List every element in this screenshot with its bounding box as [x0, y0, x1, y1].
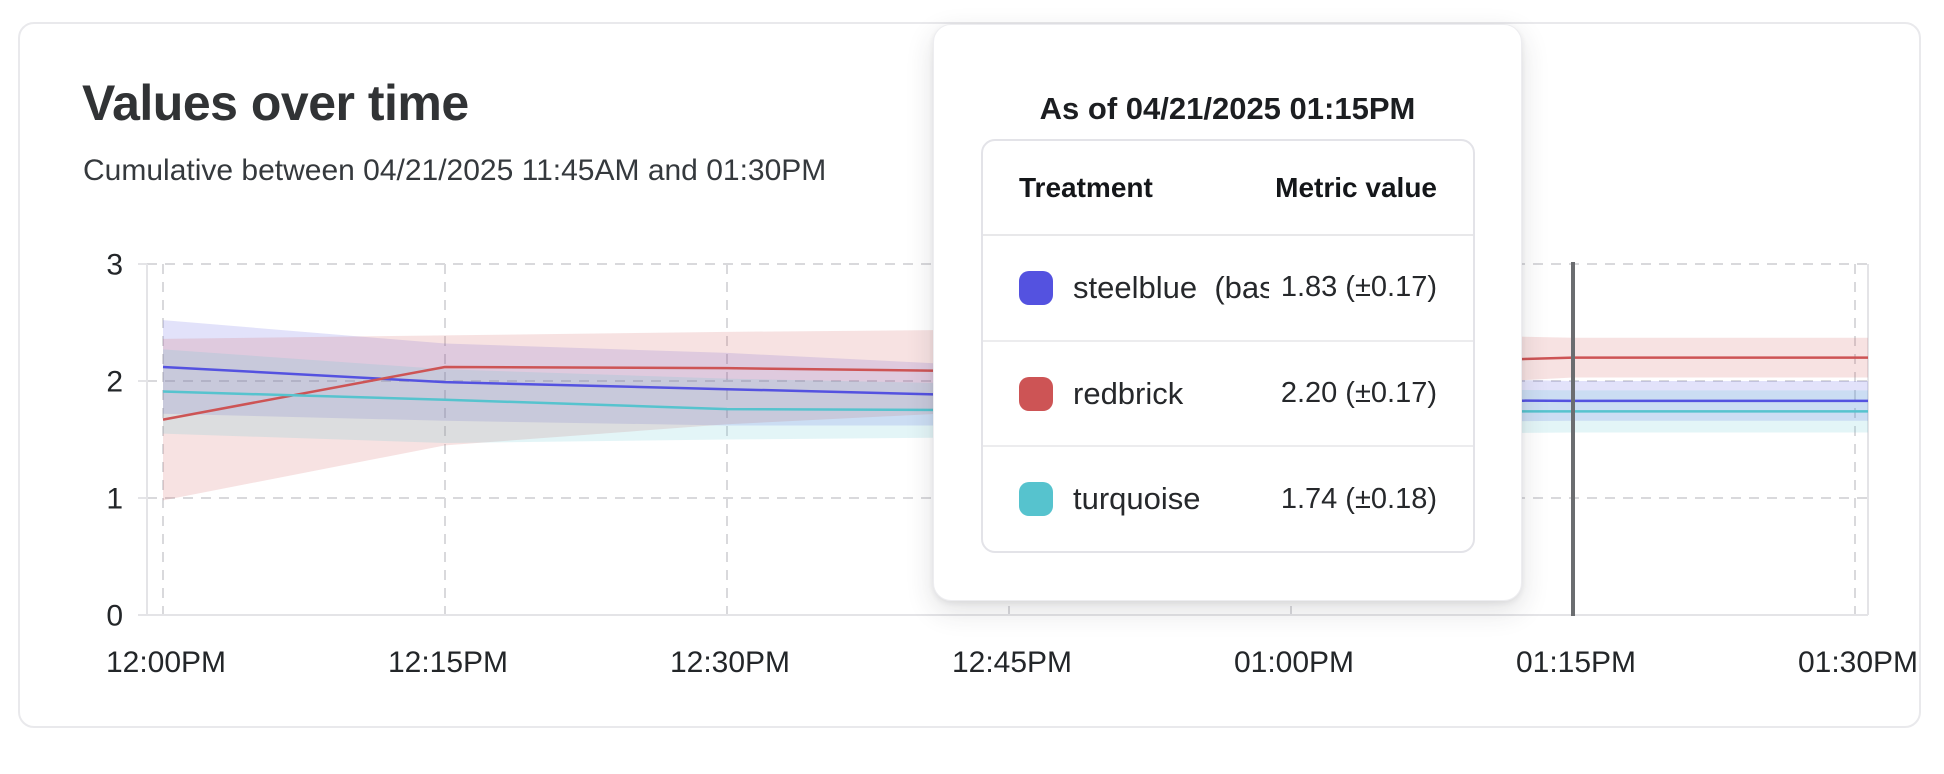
page-title: Values over time: [82, 75, 469, 131]
series-value: 1.74 (±0.18): [1280, 482, 1437, 515]
tooltip-row-steelblue: steelblue (baseli 1.83 (±0.17): [983, 236, 1473, 342]
hover-tooltip: As of 04/21/2025 01:15PM Treatment Metri…: [933, 24, 1522, 601]
y-tick-label: 1: [106, 483, 123, 516]
series-label: steelblue (baseli: [1073, 269, 1269, 305]
x-tick-label: 01:30PM: [1798, 646, 1918, 679]
series-value: 2.20 (±0.17): [1280, 377, 1437, 409]
series-label: redbrick: [1073, 375, 1184, 411]
x-tick-label: 12:30PM: [670, 646, 790, 679]
x-tick-label: 12:00PM: [106, 646, 226, 679]
x-tick-label: 12:15PM: [388, 646, 508, 679]
redbrick-color-swatch: [1019, 376, 1053, 411]
series-label: turquoise: [1073, 481, 1201, 517]
tooltip-title: As of 04/21/2025 01:15PM: [1039, 91, 1416, 126]
y-tick-label: 0: [106, 600, 123, 633]
tooltip-row-turquoise: turquoise 1.74 (±0.18): [983, 447, 1473, 551]
chart-subtitle: Cumulative between 04/21/2025 11:45AM an…: [83, 154, 827, 187]
steelblue-color-swatch: [1019, 270, 1053, 305]
x-tick-label: 01:00PM: [1234, 646, 1354, 679]
x-tick-label: 12:45PM: [952, 646, 1072, 679]
series-value: 1.83 (±0.17): [1280, 271, 1437, 304]
x-tick-label: 01:15PM: [1516, 646, 1636, 679]
turquoise-color-swatch: [1019, 482, 1053, 517]
y-tick-label: 3: [106, 249, 123, 282]
tooltip-col-treatment: Treatment: [1019, 171, 1153, 203]
tooltip-table: Treatment Metric value steelblue (baseli…: [981, 139, 1475, 553]
tooltip-col-metric-value: Metric value: [1275, 171, 1437, 203]
tooltip-table-header: Treatment Metric value: [983, 141, 1473, 236]
y-tick-label: 2: [106, 366, 123, 399]
tooltip-row-redbrick: redbrick 2.20 (±0.17): [983, 342, 1473, 448]
